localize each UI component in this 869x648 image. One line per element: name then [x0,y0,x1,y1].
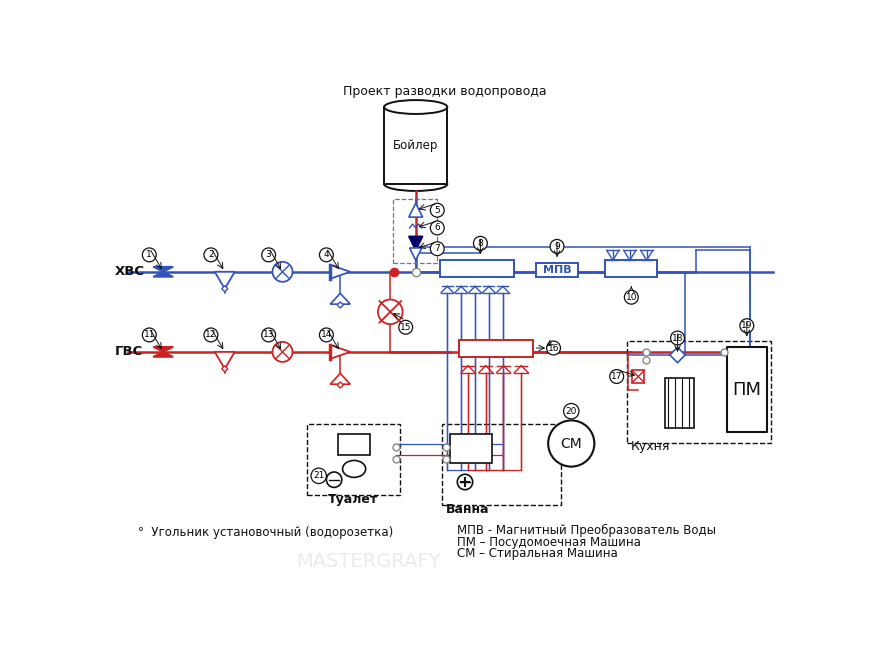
Text: 18: 18 [672,334,683,343]
Circle shape [262,248,275,262]
Circle shape [430,242,444,255]
Polygon shape [330,265,350,279]
Circle shape [564,404,579,419]
Text: 6: 6 [434,224,441,233]
Polygon shape [632,371,645,383]
Ellipse shape [342,461,366,478]
Bar [441,260,514,277]
Polygon shape [153,347,173,357]
Circle shape [378,299,402,324]
Text: ГВС: ГВС [115,345,143,358]
Circle shape [671,331,685,345]
Text: 20: 20 [566,407,577,415]
Text: Кухня: Кухня [631,441,670,454]
Circle shape [740,319,753,332]
Text: 5: 5 [434,205,441,214]
Circle shape [320,248,334,262]
Circle shape [548,421,594,467]
Circle shape [320,328,334,342]
Bar [726,347,766,432]
Text: ПМ – Посудомоечная Машина: ПМ – Посудомоечная Машина [457,535,641,549]
Text: 21: 21 [313,471,324,480]
Text: 4: 4 [323,250,329,259]
Polygon shape [215,272,235,289]
Text: ПМ: ПМ [733,380,761,399]
Bar [605,260,658,277]
Text: 13: 13 [263,330,275,340]
Circle shape [262,328,275,342]
Text: Туалет: Туалет [328,492,379,506]
Text: MASTERGRAFY: MASTERGRAFY [295,552,441,571]
Bar [627,341,772,443]
Polygon shape [222,365,228,372]
Circle shape [204,328,218,342]
Bar [442,424,561,505]
Circle shape [457,474,473,490]
Polygon shape [337,382,343,388]
Text: 17: 17 [611,372,622,381]
Bar [459,340,533,356]
Polygon shape [408,203,422,217]
Text: 10: 10 [626,293,637,302]
Circle shape [610,369,624,384]
Circle shape [273,342,293,362]
Text: МПВ - Магнитный Преобразователь Воды: МПВ - Магнитный Преобразователь Воды [457,524,716,537]
Text: Проект разводки водопровода: Проект разводки водопровода [343,86,547,98]
Text: СМ: СМ [561,437,582,450]
Polygon shape [670,347,686,363]
Circle shape [204,248,218,262]
Circle shape [474,237,488,250]
Text: 3: 3 [266,250,271,259]
Circle shape [143,328,156,342]
Circle shape [430,203,444,217]
Bar [394,200,436,262]
Bar [449,434,492,463]
Bar [338,434,370,455]
Text: Бойлер: Бойлер [393,139,438,152]
Circle shape [625,290,638,304]
Circle shape [399,320,413,334]
Circle shape [430,221,444,235]
Polygon shape [330,345,350,359]
Ellipse shape [384,100,448,114]
Text: 14: 14 [321,330,332,340]
Polygon shape [408,237,422,250]
Bar [665,378,694,428]
Text: 9: 9 [554,242,560,251]
Text: ХВС: ХВС [115,265,144,278]
Polygon shape [409,248,421,260]
Bar [384,107,448,184]
Text: 16: 16 [547,343,560,353]
Polygon shape [337,302,343,308]
Text: 19: 19 [741,321,753,330]
Circle shape [550,240,564,253]
Bar [307,424,400,495]
Text: °  Угольник установочный (водорозетка): ° Угольник установочный (водорозетка) [138,526,393,538]
Text: МПВ: МПВ [543,265,571,275]
Text: 2: 2 [208,250,214,259]
Text: 11: 11 [143,330,155,340]
Bar [536,263,578,277]
Text: 7: 7 [434,244,441,253]
Ellipse shape [384,177,448,191]
Text: 15: 15 [400,323,411,332]
Circle shape [547,341,561,355]
Text: Ванна: Ванна [446,503,489,516]
Circle shape [273,262,293,282]
Text: 1: 1 [146,250,152,259]
Polygon shape [330,373,350,384]
Circle shape [327,472,342,487]
Text: 8: 8 [478,239,483,248]
Polygon shape [330,294,350,304]
Text: СМ – Стиральная Машина: СМ – Стиральная Машина [457,547,618,560]
Polygon shape [215,352,235,369]
Polygon shape [222,286,228,292]
Polygon shape [153,267,173,277]
Circle shape [311,468,327,483]
Circle shape [143,248,156,262]
Text: 12: 12 [205,330,216,340]
